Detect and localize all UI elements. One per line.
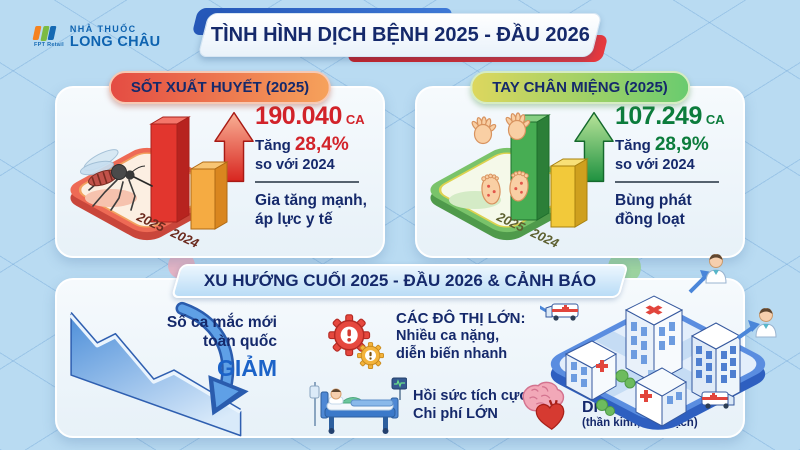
card-dengue-title: SỐT XUẤT HUYẾT (2025)	[108, 71, 332, 104]
brand-text: NHÀ THUỐC LONG CHÂU	[70, 24, 161, 50]
hfmd-note-line2: đồng loạt	[615, 211, 685, 229]
warning-sequelae: Nguy cơ DI CHỨNG (thần kinh, tim mạch)	[517, 378, 698, 434]
warning-icu: Hồi sức tích cực, Chi phí LỚN	[307, 376, 532, 436]
banner-plate: TÌNH HÌNH DỊCH BỆNH 2025 - ĐẦU 2026	[197, 13, 603, 57]
increase-arrow-red-icon	[214, 111, 254, 183]
dengue-note-line1: Gia tăng mạnh,	[255, 192, 367, 209]
bar-label-2025: 2025	[494, 209, 528, 236]
warn-cities-line2: diễn biến nhanh	[396, 345, 508, 362]
longchau-logo: FPT Retail NHÀ THUỐC LONG CHÂU	[32, 24, 161, 50]
hospital-bed-icon	[309, 377, 407, 434]
divider	[615, 181, 719, 183]
bar-label-2024: 2024	[168, 225, 202, 252]
card-dengue: SỐT XUẤT HUYẾT (2025)	[55, 71, 385, 258]
dengue-change-label: Tăng	[255, 137, 291, 154]
trend-title: XU HƯỚNG CUỐI 2025 - ĐẦU 2026 & CẢNH BÁO	[203, 271, 597, 290]
card-hfmd-title: TAY CHÂN MIỆNG (2025)	[470, 71, 690, 104]
hfmd-change-label: Tăng	[615, 137, 651, 154]
hand-foot-bar-chart-illustration: 2025 2024	[430, 112, 589, 252]
warn-seq-line3: (thần kinh, tim mạch)	[582, 417, 698, 430]
dengue-change-value: 28,4%	[294, 134, 349, 155]
dengue-illustration: 2025 2024	[63, 102, 229, 251]
card-trend: XU HƯỚNG CUỐI 2025 - ĐẦU 2026 & CẢNH BÁO…	[55, 264, 745, 438]
title-banner: TÌNH HÌNH DỊCH BỆNH 2025 - ĐẦU 2026	[191, 8, 609, 62]
feet-icon	[481, 170, 529, 205]
dengue-stats: 190.040 CA Tăng 28,4% so với 2024 Gia tăng…	[255, 102, 367, 250]
card-hfmd: TAY CHÂN MIỆNG (2025)	[415, 71, 745, 258]
hfmd-change-vs: so với 2024	[615, 157, 695, 173]
divider	[255, 181, 359, 183]
warn-seq-line1: Nguy cơ	[582, 381, 641, 398]
hfmd-note-line1: Bùng phát	[615, 192, 692, 209]
decline-line2: toàn quốc	[202, 333, 277, 351]
bar-label-2024: 2024	[528, 225, 562, 252]
mosquito-icon	[79, 149, 153, 211]
dengue-note-line2: áp lực y tế	[255, 211, 333, 229]
decline-word: GIẢM	[216, 354, 277, 381]
increase-arrow-green-icon	[574, 111, 614, 183]
decline-text: Số ca mắc mới toàn quốc GIẢM	[161, 313, 277, 383]
dengue-change-vs: so với 2024	[255, 157, 335, 173]
warning-cities: CÁC ĐÔ THỊ LỚN: Nhiều ca nặng, diễn biến…	[323, 310, 525, 372]
alert-gears-icon	[328, 314, 384, 370]
hfmd-change-value: 28,9%	[654, 134, 709, 155]
warn-icu-line1: Hồi sức tích cực,	[413, 388, 532, 405]
hfmd-case-count: 107.249	[615, 102, 702, 130]
fpt-bars-icon	[32, 26, 64, 41]
brand-line2: LONG CHÂU	[69, 34, 161, 50]
doctor-icon	[755, 308, 777, 338]
brand-line1: NHÀ THUỐC	[69, 24, 137, 34]
brain-heart-icon	[522, 381, 565, 430]
warn-icu-line2a: Chi phí	[413, 406, 463, 422]
trend-banner: XU HƯỚNG CUỐI 2025 - ĐẦU 2026 & CẢNH BÁO	[170, 264, 630, 298]
dengue-case-count: 190.040	[255, 102, 342, 130]
dengue-unit: CA	[345, 112, 365, 127]
bar-label-2025: 2025	[134, 209, 168, 236]
page-title: TÌNH HÌNH DỊCH BỆNH 2025 - ĐẦU 2026	[210, 23, 590, 46]
declining-trend-chart	[69, 301, 249, 437]
decline-line1: Số ca mắc mới	[166, 314, 277, 331]
hands-icon	[471, 112, 531, 145]
warn-cities-title: CÁC ĐÔ THỊ LỚN:	[396, 310, 526, 327]
fpt-caption: FPT Retail	[34, 42, 64, 48]
warn-seq-line2: DI CHỨNG	[582, 398, 663, 416]
warn-cities-line1: Nhiều ca nặng,	[396, 328, 500, 344]
hfmd-unit: CA	[705, 112, 725, 127]
hfmd-stats: 107.249 CA Tăng 28,9% so với 2024 Bùng phá…	[615, 102, 725, 250]
warn-icu-line2b: LỚN	[466, 406, 498, 422]
fpt-retail-logo: FPT Retail	[32, 26, 64, 48]
mosquito-bar-chart-illustration: 2025 2024	[70, 116, 229, 252]
hfmd-illustration: 2025 2024	[423, 102, 589, 251]
